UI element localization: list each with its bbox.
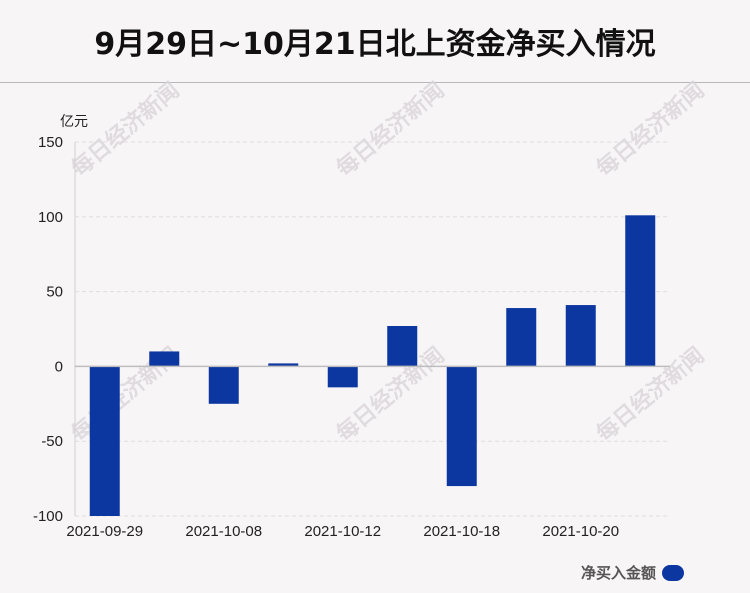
watermark-2: 每日经济新闻 [592, 77, 710, 182]
chart-title: 9月29日~10月21日北上资金净买入情况 [94, 27, 656, 62]
x-tick-label: 2021-10-20 [542, 523, 619, 540]
bar-2021-10-08 [208, 366, 239, 404]
bar-2021-10-13 [387, 326, 418, 367]
x-tick-label: 2021-10-18 [423, 523, 500, 540]
legend-label: 净买入金额 [580, 564, 656, 582]
bar-2021-10-20 [565, 305, 596, 367]
x-tick-label: 2021-10-08 [185, 523, 262, 540]
x-tick-label: 2021-09-29 [66, 523, 143, 540]
legend-swatch [662, 564, 684, 581]
bar-2021-09-29 [89, 366, 120, 516]
bar-2021-10-19 [506, 308, 537, 367]
y-tick-label: -100 [33, 508, 63, 525]
y-tick-label: 150 [38, 134, 63, 151]
x-tick-label: 2021-10-12 [304, 523, 381, 540]
bar-2021-10-11 [268, 363, 299, 367]
bar-2021-09-30 [149, 351, 180, 367]
legend: 净买入金额 [581, 562, 684, 583]
bar-2021-10-21 [625, 215, 656, 367]
y-tick-label: 50 [46, 284, 63, 301]
y-tick-label: 100 [38, 209, 63, 226]
y-tick-label: 0 [55, 358, 63, 375]
y-unit-label: 亿元 [60, 114, 88, 130]
bar-2021-10-12 [327, 366, 358, 388]
bar-2021-10-18 [446, 366, 477, 487]
watermark-1: 每日经济新闻 [332, 77, 450, 182]
chart-header: 9月29日~10月21日北上资金净买入情况 [0, 0, 750, 83]
y-tick-label: -50 [41, 433, 63, 450]
